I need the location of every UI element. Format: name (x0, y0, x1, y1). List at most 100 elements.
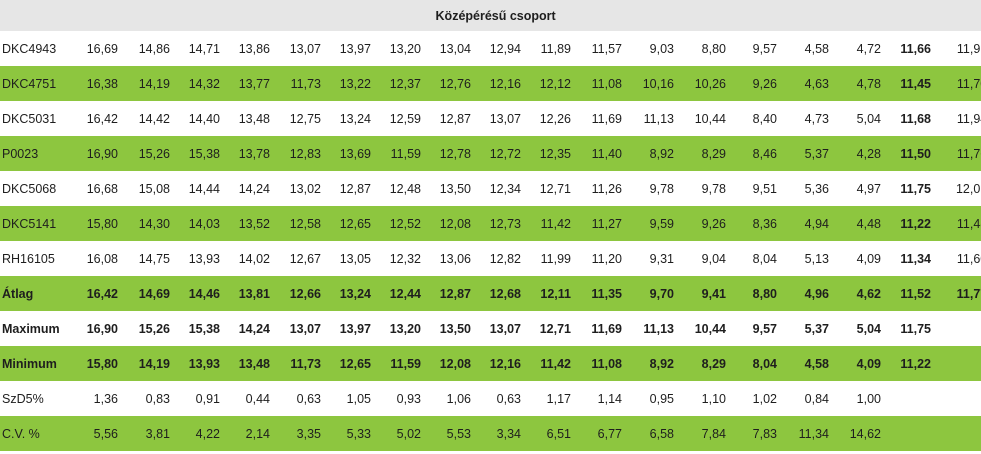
cell: 14,69 (122, 276, 174, 311)
row-label: DKC4943 (0, 31, 78, 66)
cell: 4,62 (833, 276, 885, 311)
cell (935, 416, 981, 451)
cell: 13,81 (224, 276, 274, 311)
cell: 6,58 (626, 416, 678, 451)
cell: 9,03 (626, 31, 678, 66)
cell: 12,78 (425, 136, 475, 171)
cell: 0,84 (781, 381, 833, 416)
cell: 5,13 (781, 241, 833, 276)
row-label: Maximum (0, 311, 78, 346)
cell: 15,26 (122, 311, 174, 346)
table-row-rh16105: RH16105 16,08 14,75 13,93 14,02 12,67 13… (0, 241, 981, 276)
cell: 14,19 (122, 346, 174, 381)
cell: 13,97 (325, 311, 375, 346)
cell: 11,59 (375, 136, 425, 171)
cell: 12,01 (935, 171, 981, 206)
cell: 11,08 (575, 346, 626, 381)
cell: 14,03 (174, 206, 224, 241)
cell: 11,57 (575, 31, 626, 66)
cell: 10,44 (678, 311, 730, 346)
cell: 13,20 (375, 31, 425, 66)
cell: 9,26 (730, 66, 781, 101)
cell: 5,53 (425, 416, 475, 451)
cell: 12,71 (525, 311, 575, 346)
cell: 8,29 (678, 346, 730, 381)
cell: 12,71 (525, 171, 575, 206)
cell: 14,71 (174, 31, 224, 66)
cell: 11,76 (935, 136, 981, 171)
cell: 13,20 (375, 311, 425, 346)
cell: 3,34 (475, 416, 525, 451)
cell: 6,51 (525, 416, 575, 451)
cell: 12,65 (325, 206, 375, 241)
cell: 12,66 (274, 276, 325, 311)
cell (935, 346, 981, 381)
cell-highlight: 11,34 (885, 241, 935, 276)
cell: 7,84 (678, 416, 730, 451)
cell: 13,07 (274, 311, 325, 346)
cell: 8,80 (730, 276, 781, 311)
cell: 8,04 (730, 346, 781, 381)
cell: 1,10 (678, 381, 730, 416)
cell: 14,02 (224, 241, 274, 276)
table-row-dkc5068: DKC5068 16,68 15,08 14,44 14,24 13,02 12… (0, 171, 981, 206)
cell: 12,87 (425, 101, 475, 136)
cell: 12,26 (525, 101, 575, 136)
cell: 10,44 (678, 101, 730, 136)
cell: 4,22 (174, 416, 224, 451)
cell: 0,44 (224, 381, 274, 416)
cell: 9,51 (730, 171, 781, 206)
cell: 15,80 (78, 346, 122, 381)
table-row-atlag: Átlag 16,42 14,69 14,46 13,81 12,66 13,2… (0, 276, 981, 311)
cell: 11,22 (885, 346, 935, 381)
cell: 14,40 (174, 101, 224, 136)
cell: 0,93 (375, 381, 425, 416)
cell: 12,87 (425, 276, 475, 311)
cell: 12,08 (425, 346, 475, 381)
cell: 13,69 (325, 136, 375, 171)
cell: 4,72 (833, 31, 885, 66)
row-label: DKC5031 (0, 101, 78, 136)
cell: 8,36 (730, 206, 781, 241)
row-label: DKC4751 (0, 66, 78, 101)
cell: 5,33 (325, 416, 375, 451)
cell: 13,48 (224, 101, 274, 136)
table-row-szd5: SzD5% 1,36 0,83 0,91 0,44 0,63 1,05 0,93… (0, 381, 981, 416)
cell-highlight: 11,75 (885, 171, 935, 206)
cell: 4,96 (781, 276, 833, 311)
cell: 11,69 (575, 311, 626, 346)
cell: 11,77 (935, 276, 981, 311)
table-row-cv: C.V. % 5,56 3,81 4,22 2,14 3,35 5,33 5,0… (0, 416, 981, 451)
cell: 12,67 (274, 241, 325, 276)
cell: 0,63 (475, 381, 525, 416)
cell: 12,34 (475, 171, 525, 206)
cell: 11,99 (525, 241, 575, 276)
cell: 12,87 (325, 171, 375, 206)
cell: 1,05 (325, 381, 375, 416)
cell: 13,77 (224, 66, 274, 101)
cell: 4,78 (833, 66, 885, 101)
cell: 16,90 (78, 311, 122, 346)
cell: 8,80 (678, 31, 730, 66)
cell: 9,59 (626, 206, 678, 241)
cell: 3,81 (122, 416, 174, 451)
cell: 1,06 (425, 381, 475, 416)
cell: 13,05 (325, 241, 375, 276)
cell: 15,80 (78, 206, 122, 241)
cell: 13,07 (475, 311, 525, 346)
row-label: Minimum (0, 346, 78, 381)
cell: 4,09 (833, 346, 885, 381)
cell: 12,08 (425, 206, 475, 241)
cell: 16,42 (78, 276, 122, 311)
cell: 4,73 (781, 101, 833, 136)
cell: 8,46 (730, 136, 781, 171)
table-row-maximum: Maximum 16,90 15,26 15,38 14,24 13,07 13… (0, 311, 981, 346)
cell: 4,58 (781, 31, 833, 66)
cell: 5,56 (78, 416, 122, 451)
cell: 4,48 (833, 206, 885, 241)
cell: 4,58 (781, 346, 833, 381)
cell: 14,86 (122, 31, 174, 66)
cell: 9,31 (626, 241, 678, 276)
cell: 13,02 (274, 171, 325, 206)
cell: 7,83 (730, 416, 781, 451)
